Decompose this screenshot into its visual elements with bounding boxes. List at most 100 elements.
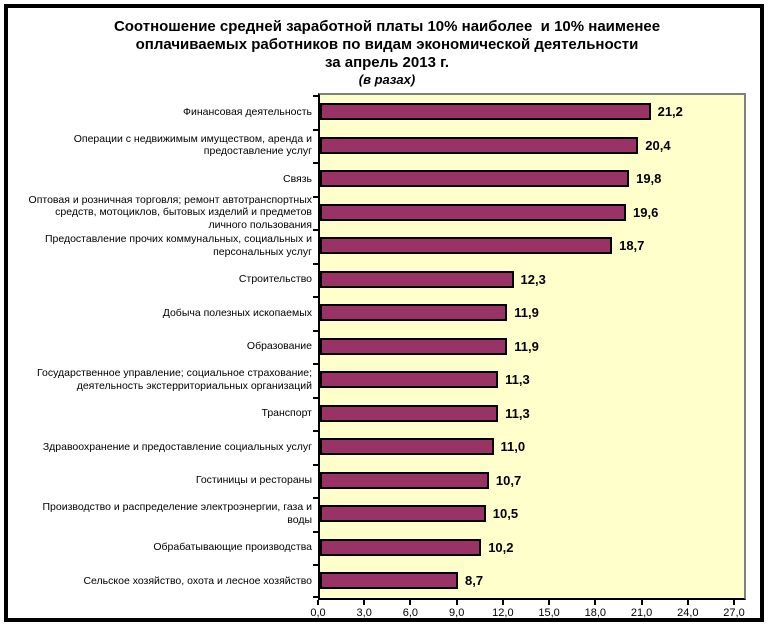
- category-label-row: Производство и распределение электроэнер…: [16, 497, 318, 531]
- category-label-row: Связь: [16, 162, 318, 196]
- category-label: Гостиницы и рестораны: [195, 474, 312, 486]
- bar: [320, 404, 499, 422]
- category-label: Связь: [282, 172, 312, 185]
- x-axis-tick: [594, 599, 597, 605]
- category-label: Строительство: [238, 273, 312, 285]
- bar-row: 10,2: [320, 531, 744, 565]
- category-label-row: Предоставление прочих коммунальных, соци…: [16, 229, 318, 263]
- category-label-row: Здравоохранение и предоставление социаль…: [16, 430, 318, 464]
- category-labels-column: Финансовая деятельность Операции с недвиж…: [16, 93, 318, 598]
- bar-value-label: 10,5: [492, 506, 519, 522]
- category-label-row: Обрабатывающие производства: [16, 531, 318, 565]
- bar: [320, 136, 639, 154]
- bar-row: 20,4: [320, 129, 744, 163]
- y-axis-tick: [313, 296, 318, 298]
- chart-subtitle: (в разах): [358, 72, 416, 87]
- category-label: Обрабатывающие производства: [153, 541, 312, 553]
- bar-value-label: 18,7: [619, 238, 645, 254]
- y-axis-tick: [313, 463, 318, 466]
- bar-value-label: 12,3: [520, 271, 546, 287]
- bar-row: 21,2: [320, 95, 744, 129]
- category-label: Предоставление прочих коммунальных, соци…: [44, 233, 312, 258]
- bar-row: 10,5: [320, 497, 744, 531]
- y-axis-tick: [313, 363, 318, 365]
- x-axis-tick: [686, 599, 689, 605]
- bar-row: 19,6: [320, 196, 744, 230]
- bar: [320, 304, 508, 322]
- x-axis-tick-label: 9,0: [449, 606, 465, 619]
- plot-wrap: 21,2 20,4 19,8 19,6 18,7 12,3 11,9 11,9 11,3 11,3…: [313, 93, 746, 600]
- bar-row: 11,9: [320, 330, 744, 364]
- category-label: Производство и распределение электроэнер…: [42, 501, 312, 526]
- category-label-row: Финансовая деятельность: [16, 95, 318, 129]
- bar: [320, 237, 613, 255]
- bar-value-label: 11,0: [500, 439, 526, 455]
- category-label-row: Оптовая и розничная торговля; ремонт авт…: [16, 193, 318, 231]
- y-axis-tick: [313, 430, 318, 432]
- bar-value-label: 11,9: [514, 305, 539, 321]
- bar-row: 19,8: [320, 162, 744, 196]
- bar-value-label: 19,8: [636, 171, 662, 187]
- bar-row: 10,7: [320, 464, 744, 498]
- bar-value-label: 10,7: [495, 472, 522, 488]
- category-label-row: Государственное управление; социальное с…: [16, 363, 318, 397]
- category-label: Государственное управление; социальное с…: [37, 367, 312, 392]
- x-axis-tick: [409, 599, 412, 605]
- category-label: Оптовая и розничная торговля; ремонт авт…: [28, 193, 312, 231]
- y-axis-tick: [313, 95, 318, 97]
- x-axis-tick-label: 27,0: [723, 606, 745, 619]
- y-axis-tick: [313, 595, 318, 598]
- bar: [320, 371, 499, 389]
- bar-row: 11,3: [320, 397, 744, 431]
- category-label: Финансовая деятельность: [183, 105, 312, 118]
- category-label: Сельское хозяйство, охота и лесное хозяй…: [83, 574, 312, 587]
- x-axis-tick-label: 15,0: [538, 606, 560, 619]
- category-label-row: Транспорт: [16, 397, 318, 431]
- x-axis-tick-label: 18,0: [584, 606, 607, 619]
- bar-value-label: 11,3: [505, 405, 530, 421]
- bar-value-label: 8,7: [465, 573, 484, 589]
- category-label: Образование: [246, 340, 312, 352]
- chart-title-line-2: оплачиваемых работников по видам экономи…: [135, 36, 639, 53]
- y-axis-tick: [313, 162, 318, 164]
- x-axis-tick: [548, 599, 551, 605]
- x-axis-tick: [455, 599, 458, 605]
- category-label-row: Гостиницы и рестораны: [16, 464, 318, 498]
- y-axis-tick: [313, 329, 318, 332]
- bar-value-label: 20,4: [645, 137, 671, 153]
- category-label: Операции с недвижимым имуществом, аренда…: [73, 132, 312, 158]
- x-axis: 0,0 3,0 6,0 9,0 12,0 15,0 18,0 21,0 24,0 27,0: [310, 599, 746, 619]
- y-axis-tick: [313, 396, 318, 399]
- bar: [320, 337, 508, 355]
- chart-title-line-3: за апрель 2013 г.: [324, 54, 450, 71]
- bar-row: 11,9: [320, 296, 744, 330]
- plot-area: 21,2 20,4 19,8 19,6 18,7 12,3 11,9 11,9 11,3 11,3…: [313, 93, 746, 600]
- category-label: Добыча полезных ископаемых: [162, 306, 312, 319]
- x-axis-tick: [363, 599, 366, 605]
- bar: [320, 572, 458, 590]
- category-label-row: Образование: [16, 330, 318, 364]
- x-axis-tick-label: 3,0: [356, 606, 372, 619]
- chart-title: Соотношение средней заработной платы 10%…: [16, 14, 758, 88]
- category-label: Здравоохранение и предоставление социаль…: [42, 440, 312, 453]
- bar: [320, 103, 651, 121]
- x-axis-tick: [640, 599, 643, 605]
- y-axis-tick: [313, 497, 318, 499]
- bar: [320, 471, 489, 489]
- x-axis-tick-label: 12,0: [492, 606, 514, 619]
- x-axis-tick: [501, 599, 504, 605]
- chart-body: Финансовая деятельность Операции с недвиж…: [16, 93, 758, 600]
- bar-value-label: 11,3: [505, 372, 530, 388]
- y-axis-tick: [313, 128, 318, 131]
- bar-row: 8,7: [320, 564, 744, 598]
- bar: [320, 538, 482, 556]
- bar-value-label: 10,2: [488, 539, 514, 555]
- y-axis-tick: [313, 229, 318, 231]
- bar-value-label: 21,2: [657, 104, 683, 120]
- chart-title-line-1: Соотношение средней заработной платы 10%…: [113, 18, 661, 35]
- category-label-row: Сельское хозяйство, охота и лесное хозяй…: [16, 564, 318, 598]
- bar-value-label: 19,6: [633, 204, 659, 220]
- bar-value-label: 11,9: [514, 338, 539, 354]
- y-axis-tick: [313, 564, 318, 566]
- bar-row: 12,3: [320, 263, 744, 297]
